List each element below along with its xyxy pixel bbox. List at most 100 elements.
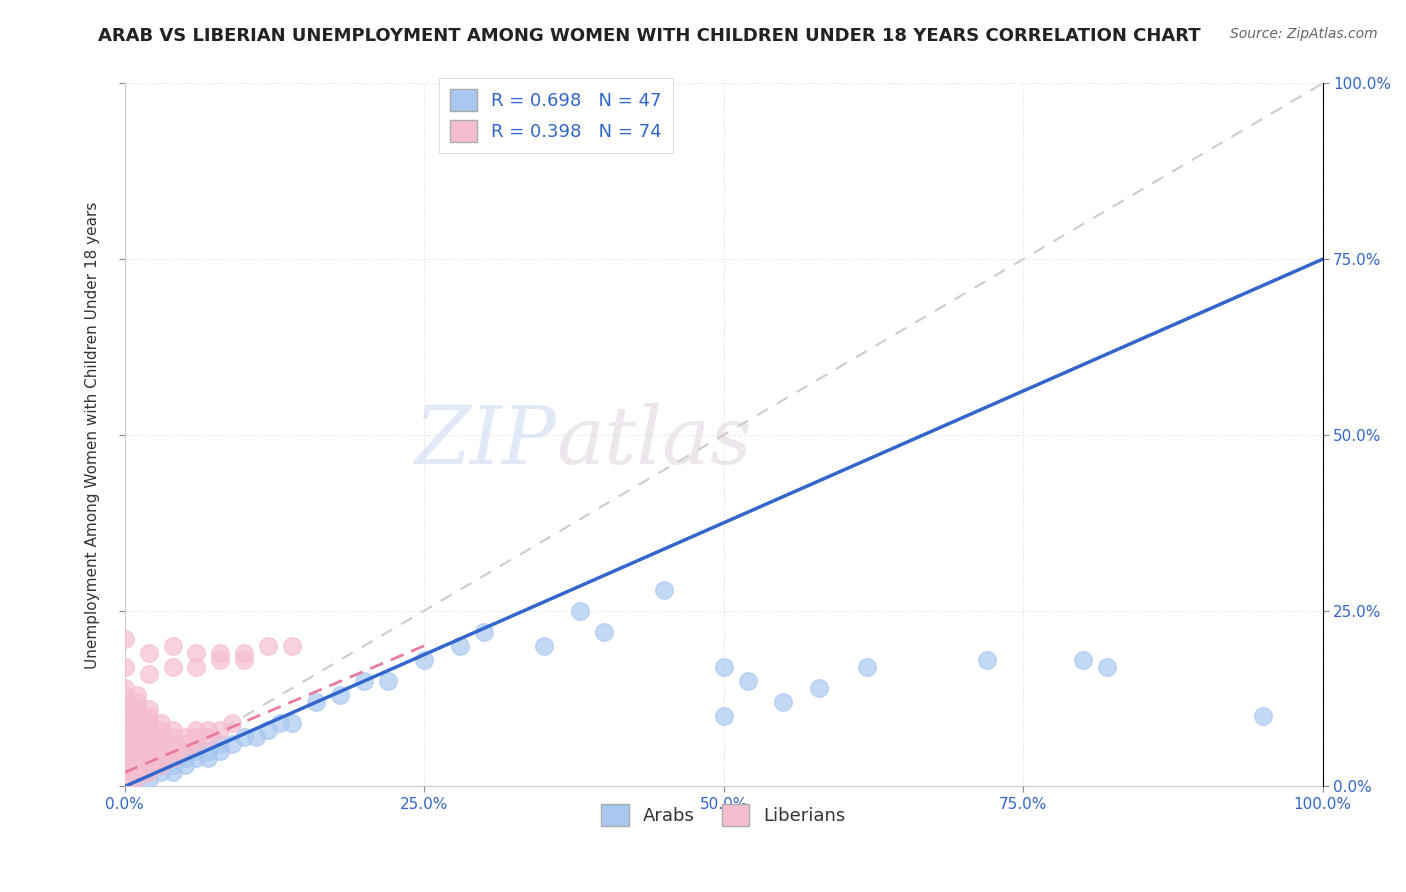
- Point: [209, 653, 232, 667]
- Point: [173, 751, 195, 765]
- Point: [329, 688, 352, 702]
- Point: [125, 758, 148, 772]
- Text: ZIP: ZIP: [415, 403, 555, 481]
- Point: [186, 660, 208, 674]
- Point: [186, 744, 208, 758]
- Point: [592, 624, 614, 639]
- Point: [114, 660, 136, 674]
- Point: [125, 716, 148, 731]
- Point: [162, 731, 184, 745]
- Point: [138, 758, 160, 772]
- Point: [114, 723, 136, 738]
- Point: [114, 632, 136, 646]
- Point: [138, 709, 160, 723]
- Point: [114, 772, 136, 787]
- Text: Source: ZipAtlas.com: Source: ZipAtlas.com: [1230, 27, 1378, 41]
- Point: [209, 723, 232, 738]
- Point: [305, 695, 328, 709]
- Point: [149, 758, 172, 772]
- Point: [125, 744, 148, 758]
- Point: [125, 772, 148, 787]
- Point: [138, 751, 160, 765]
- Point: [568, 604, 591, 618]
- Point: [772, 695, 794, 709]
- Point: [125, 709, 148, 723]
- Point: [221, 737, 243, 751]
- Point: [173, 737, 195, 751]
- Point: [114, 695, 136, 709]
- Point: [138, 765, 160, 780]
- Point: [149, 758, 172, 772]
- Point: [114, 765, 136, 780]
- Point: [114, 716, 136, 731]
- Point: [652, 582, 675, 597]
- Point: [173, 758, 195, 772]
- Point: [713, 709, 735, 723]
- Point: [257, 723, 280, 738]
- Point: [114, 702, 136, 716]
- Point: [533, 639, 555, 653]
- Text: atlas: atlas: [555, 403, 751, 481]
- Point: [413, 653, 436, 667]
- Point: [138, 758, 160, 772]
- Point: [114, 681, 136, 695]
- Point: [197, 751, 219, 765]
- Point: [162, 723, 184, 738]
- Point: [149, 744, 172, 758]
- Point: [173, 731, 195, 745]
- Point: [1251, 709, 1274, 723]
- Point: [186, 751, 208, 765]
- Point: [162, 751, 184, 765]
- Point: [353, 673, 375, 688]
- Point: [149, 731, 172, 745]
- Point: [114, 709, 136, 723]
- Point: [162, 660, 184, 674]
- Point: [233, 653, 256, 667]
- Point: [186, 731, 208, 745]
- Point: [125, 772, 148, 787]
- Point: [138, 731, 160, 745]
- Point: [281, 716, 304, 731]
- Point: [125, 765, 148, 780]
- Point: [713, 660, 735, 674]
- Point: [737, 673, 759, 688]
- Point: [125, 723, 148, 738]
- Point: [114, 758, 136, 772]
- Point: [138, 667, 160, 681]
- Point: [138, 723, 160, 738]
- Point: [125, 731, 148, 745]
- Point: [209, 744, 232, 758]
- Point: [449, 639, 471, 653]
- Point: [976, 653, 998, 667]
- Point: [125, 688, 148, 702]
- Point: [808, 681, 831, 695]
- Y-axis label: Unemployment Among Women with Children Under 18 years: Unemployment Among Women with Children U…: [86, 202, 100, 669]
- Point: [162, 751, 184, 765]
- Point: [138, 716, 160, 731]
- Point: [856, 660, 879, 674]
- Point: [149, 751, 172, 765]
- Point: [162, 639, 184, 653]
- Point: [197, 744, 219, 758]
- Text: ARAB VS LIBERIAN UNEMPLOYMENT AMONG WOMEN WITH CHILDREN UNDER 18 YEARS CORRELATI: ARAB VS LIBERIAN UNEMPLOYMENT AMONG WOME…: [98, 27, 1201, 45]
- Point: [114, 751, 136, 765]
- Point: [114, 688, 136, 702]
- Point: [269, 716, 291, 731]
- Point: [186, 737, 208, 751]
- Point: [257, 639, 280, 653]
- Point: [173, 744, 195, 758]
- Point: [162, 737, 184, 751]
- Point: [114, 744, 136, 758]
- Point: [138, 737, 160, 751]
- Point: [125, 702, 148, 716]
- Point: [138, 772, 160, 787]
- Point: [162, 744, 184, 758]
- Point: [138, 765, 160, 780]
- Point: [233, 646, 256, 660]
- Point: [245, 731, 267, 745]
- Point: [125, 737, 148, 751]
- Point: [149, 751, 172, 765]
- Point: [186, 646, 208, 660]
- Point: [138, 702, 160, 716]
- Point: [138, 646, 160, 660]
